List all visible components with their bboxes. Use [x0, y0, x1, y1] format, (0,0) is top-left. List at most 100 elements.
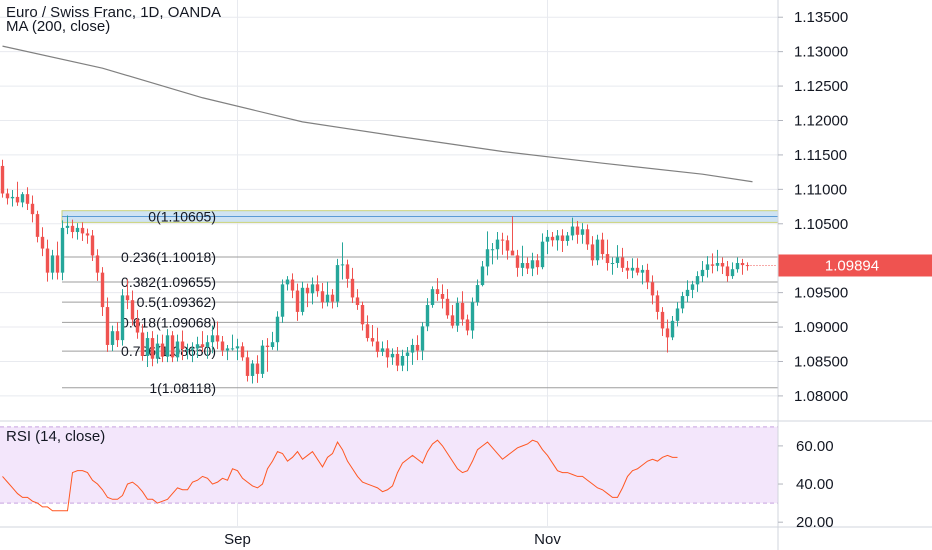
candle: [595, 234, 600, 266]
candle: [510, 216, 515, 256]
candle: [30, 195, 35, 223]
candle-body: [580, 229, 585, 235]
candle-body: [540, 241, 545, 268]
candle-body: [40, 236, 45, 249]
candle: [255, 355, 260, 383]
candle: [415, 335, 420, 361]
candle: [15, 181, 20, 206]
candle: [625, 260, 630, 279]
candle: [20, 192, 25, 208]
candle-body: [445, 298, 450, 316]
candle-body: [635, 267, 640, 273]
candle: [140, 324, 145, 361]
candle: [260, 340, 265, 378]
candle: [395, 347, 400, 372]
fibonacci-retracement[interactable]: 0(1.10605) 0.236(1.10018) 0.382(1.09655) 0.…: [61, 209, 779, 396]
candle: [345, 259, 350, 288]
candle-body: [100, 272, 105, 308]
candle-body: [225, 348, 230, 351]
candle: [690, 280, 695, 299]
candle: [45, 239, 50, 282]
candle: [175, 334, 180, 362]
candle-body: [195, 344, 200, 349]
candle: [380, 341, 385, 356]
candle: [135, 309, 140, 339]
candle: [470, 297, 475, 339]
candle-body: [175, 341, 180, 358]
candle: [650, 275, 655, 305]
candle: [735, 257, 740, 273]
candle-body: [535, 260, 540, 268]
candle: [600, 232, 605, 260]
candle-body: [565, 235, 570, 241]
candle: [305, 283, 310, 308]
candle-body: [245, 357, 250, 376]
candle-body: [385, 348, 390, 358]
candle: [680, 291, 685, 314]
candle-body: [365, 324, 370, 339]
candle-body: [95, 255, 100, 273]
candle: [65, 215, 70, 235]
candle: [660, 307, 665, 336]
price-tick-label: 1.09000: [794, 319, 848, 336]
candle-body: [275, 316, 280, 343]
price-tick-label: 1.08500: [794, 353, 848, 370]
candle-body: [35, 214, 40, 237]
candle: [215, 321, 220, 350]
candle-body: [330, 294, 335, 302]
price-tick-label: 1.12500: [794, 78, 848, 95]
candle: [695, 271, 700, 292]
candle: [715, 249, 720, 272]
candle-body: [460, 302, 465, 320]
ma-legend: MA (200, close): [6, 18, 111, 35]
candle: [390, 348, 395, 365]
candle-body: [90, 235, 95, 256]
candle: [180, 330, 185, 361]
candle: [325, 281, 330, 307]
candle: [435, 278, 440, 301]
candle-body: [555, 235, 560, 241]
candle-body: [250, 363, 255, 376]
candle-body: [345, 264, 350, 279]
candle: [0, 159, 5, 198]
chart-title: Euro / Swiss Franc, 1D, OANDA: [6, 4, 222, 21]
price-tick-label: 1.10500: [794, 216, 848, 233]
grid-lines: [0, 0, 778, 526]
candle-body: [520, 263, 525, 268]
candle-body: [670, 320, 675, 338]
candle-body: [105, 307, 110, 345]
candle: [165, 329, 170, 363]
candle: [725, 260, 730, 282]
candle: [430, 286, 435, 308]
candle: [465, 314, 470, 336]
candle-body: [145, 338, 150, 356]
candle-body: [55, 255, 60, 273]
candle: [5, 188, 10, 205]
candle-body: [640, 269, 645, 273]
candle: [115, 322, 120, 348]
candle-body: [75, 227, 80, 233]
candle-body: [610, 263, 615, 265]
candle: [400, 349, 405, 372]
candle-body: [30, 203, 35, 215]
candle: [550, 232, 555, 247]
candle: [55, 241, 60, 280]
candle: [190, 342, 195, 363]
candle-body: [545, 236, 550, 242]
candle-body: [480, 266, 485, 286]
candle: [590, 236, 595, 266]
candle-body: [700, 269, 705, 277]
candle-body: [570, 226, 575, 236]
price-tick-label: 1.12000: [794, 112, 848, 129]
candle-body: [630, 267, 635, 271]
candle-body: [665, 328, 670, 338]
candle-body: [160, 343, 165, 357]
candle-body: [560, 235, 565, 241]
candle-body: [325, 294, 330, 303]
candle: [170, 331, 175, 363]
fib-level-label: 0.236(1.10018): [121, 249, 216, 265]
candle: [75, 223, 80, 240]
candle: [285, 276, 290, 291]
